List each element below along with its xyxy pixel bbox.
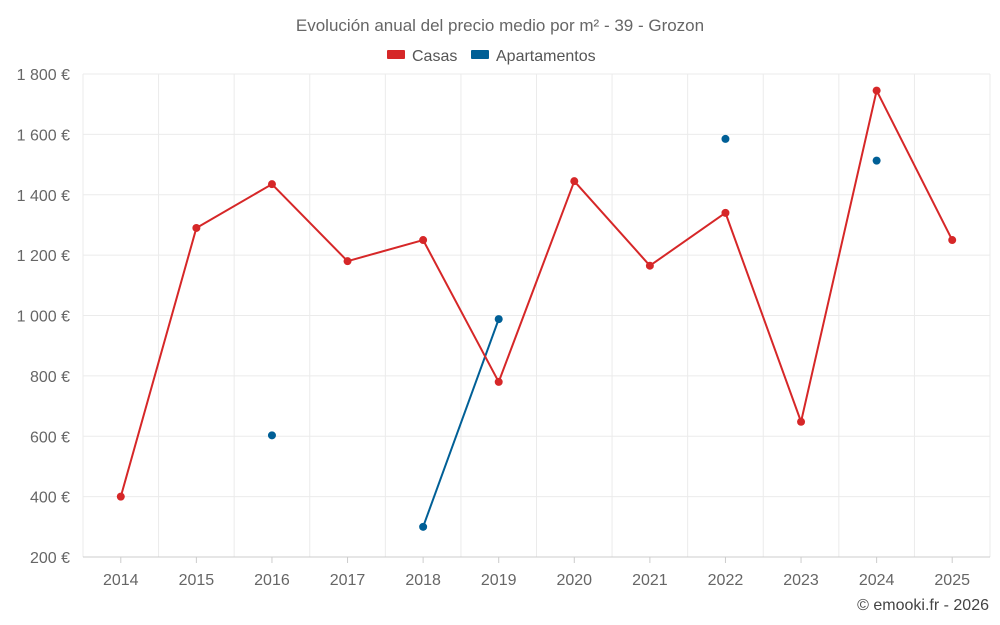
- x-tick-label: 2016: [254, 572, 290, 589]
- x-tick-label: 2024: [859, 572, 895, 589]
- x-tick-label: 2018: [405, 572, 441, 589]
- axes: 200 € 400 € 600 € 800 € 1 000 € 1 200 € 1 400 …: [17, 67, 990, 589]
- y-tick-label: 400 €: [30, 490, 70, 507]
- series-line-casas: [119, 89, 954, 497]
- x-tick-label: 2015: [179, 572, 215, 589]
- legend-swatch-casas: [387, 50, 405, 59]
- data-point-apartamentos[interactable]: [494, 315, 503, 324]
- data-point-apartamentos[interactable]: [267, 431, 276, 440]
- x-tick-label: 2023: [783, 572, 819, 589]
- data-point-casas[interactable]: [419, 236, 428, 245]
- data-point-casas[interactable]: [570, 177, 579, 186]
- x-tick-label: 2017: [330, 572, 366, 589]
- x-tick-label: 2020: [556, 572, 592, 589]
- legend-label-casas[interactable]: Casas: [412, 48, 457, 65]
- series-apartamentos: [267, 134, 881, 531]
- data-point-casas[interactable]: [343, 257, 352, 266]
- data-point-apartamentos[interactable]: [872, 156, 881, 165]
- x-tick-label: 2022: [708, 572, 744, 589]
- credit-text: © emooki.fr - 2026: [857, 597, 989, 614]
- x-tick-label: 2025: [934, 572, 970, 589]
- legend-swatch-apartamentos: [471, 50, 489, 59]
- data-point-casas[interactable]: [797, 417, 806, 426]
- x-tick-label: 2021: [632, 572, 668, 589]
- y-tick-label: 800 €: [30, 369, 70, 386]
- y-tick-label: 1 200 €: [17, 248, 70, 265]
- series-line-apartamentos: [422, 318, 500, 528]
- data-point-casas[interactable]: [192, 223, 201, 232]
- series-layer: [116, 86, 957, 531]
- data-point-casas[interactable]: [721, 208, 730, 217]
- y-tick-label: 1 400 €: [17, 188, 70, 205]
- data-point-casas[interactable]: [116, 492, 125, 501]
- data-point-apartamentos[interactable]: [721, 134, 730, 143]
- y-tick-label: 200 €: [30, 550, 70, 567]
- data-point-casas[interactable]: [645, 261, 654, 270]
- x-tick-label: 2014: [103, 572, 139, 589]
- y-tick-label: 1 800 €: [17, 67, 70, 84]
- data-point-casas[interactable]: [267, 180, 276, 189]
- chart-title: Evolución anual del precio medio por m² …: [296, 16, 704, 35]
- data-point-apartamentos[interactable]: [419, 522, 428, 531]
- y-tick-label: 1 000 €: [17, 309, 70, 326]
- y-tick-label: 600 €: [30, 429, 70, 446]
- series-casas: [116, 86, 957, 501]
- legend: Casas Apartamentos: [387, 48, 596, 65]
- legend-label-apartamentos[interactable]: Apartamentos: [496, 48, 596, 65]
- x-tick-label: 2019: [481, 572, 517, 589]
- data-point-casas[interactable]: [872, 86, 881, 95]
- y-tick-label: 1 600 €: [17, 127, 70, 144]
- data-point-casas[interactable]: [494, 377, 503, 386]
- grid: [82, 73, 991, 557]
- data-point-casas[interactable]: [948, 236, 957, 245]
